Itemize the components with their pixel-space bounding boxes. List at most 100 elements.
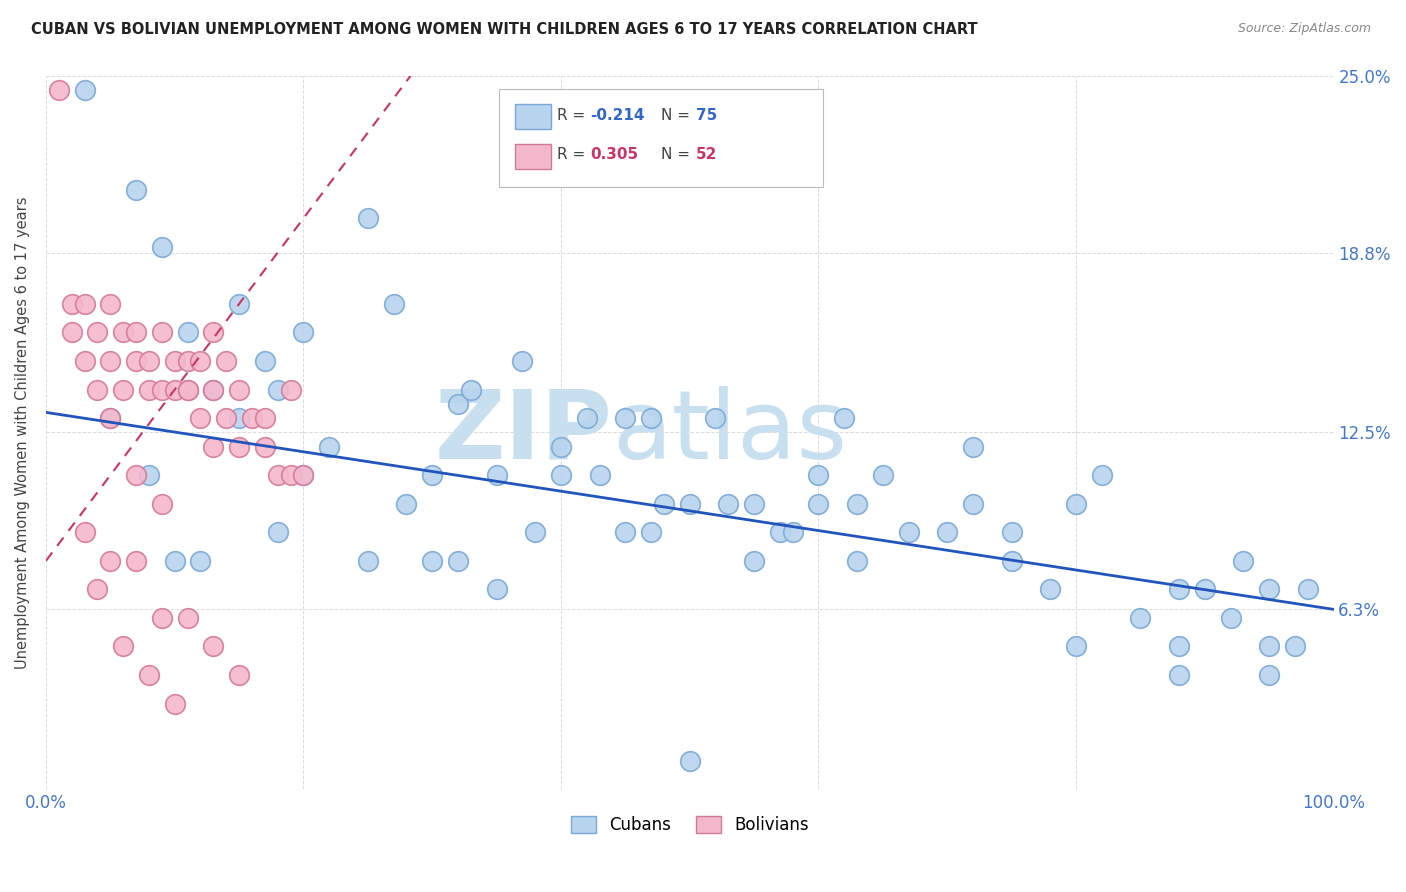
Point (253, 354, 276, 368)
Point (846, 554, 869, 568)
Point (1168, 668, 1191, 682)
Point (176, 611, 198, 625)
Point (1194, 582, 1216, 597)
Point (447, 554, 470, 568)
Point (420, 554, 443, 568)
Point (163, 554, 186, 568)
Point (717, 497, 740, 511)
Point (215, 354, 238, 368)
Point (190, 354, 212, 368)
Point (704, 411, 727, 425)
Point (962, 497, 984, 511)
Point (73, 354, 96, 368)
Point (679, 497, 702, 511)
Point (228, 668, 250, 682)
Point (202, 440, 225, 454)
Point (742, 554, 765, 568)
Point (1168, 582, 1191, 597)
Point (1232, 554, 1254, 568)
Point (60, 297, 83, 311)
Point (1001, 525, 1024, 540)
Point (202, 383, 225, 397)
Point (228, 297, 250, 311)
Point (176, 354, 198, 368)
Point (125, 554, 148, 568)
Point (267, 525, 290, 540)
Text: atlas: atlas (613, 386, 848, 479)
Text: N =: N = (661, 109, 695, 123)
Point (652, 497, 675, 511)
Point (112, 640, 135, 654)
Point (292, 468, 315, 483)
Point (524, 525, 547, 540)
Point (292, 468, 315, 483)
Text: ZIP: ZIP (434, 386, 613, 479)
Point (357, 211, 380, 226)
Text: 75: 75 (696, 109, 717, 123)
Point (253, 411, 276, 425)
Point (150, 497, 173, 511)
Point (550, 440, 572, 454)
Point (228, 440, 250, 454)
Point (138, 468, 160, 483)
Point (1296, 582, 1319, 597)
Point (163, 383, 186, 397)
Point (228, 383, 250, 397)
Point (447, 397, 470, 411)
Point (190, 554, 212, 568)
Point (846, 497, 869, 511)
Point (1064, 497, 1087, 511)
Point (280, 468, 302, 483)
Point (769, 525, 792, 540)
Point (936, 525, 959, 540)
Point (228, 411, 250, 425)
Point (98, 411, 121, 425)
Point (962, 440, 984, 454)
Legend: Cubans, Bolivians: Cubans, Bolivians (571, 816, 808, 834)
Point (575, 411, 598, 425)
Point (240, 411, 263, 425)
Point (267, 468, 290, 483)
Point (176, 383, 198, 397)
Point (897, 525, 920, 540)
Point (550, 468, 572, 483)
Y-axis label: Unemployment Among Women with Children Ages 6 to 17 years: Unemployment Among Women with Children A… (15, 196, 30, 669)
Text: R =: R = (557, 109, 591, 123)
Point (98, 554, 121, 568)
Point (125, 326, 148, 340)
Point (125, 183, 148, 197)
Point (588, 468, 610, 483)
Point (1258, 640, 1281, 654)
Point (807, 468, 830, 483)
Point (1284, 640, 1306, 654)
Point (176, 326, 198, 340)
Point (150, 240, 173, 254)
Point (614, 525, 637, 540)
Point (150, 326, 173, 340)
Point (420, 468, 443, 483)
Point (163, 697, 186, 711)
Text: Source: ZipAtlas.com: Source: ZipAtlas.com (1237, 22, 1371, 36)
Point (98, 411, 121, 425)
Point (460, 383, 482, 397)
Point (1219, 611, 1241, 625)
Point (1091, 468, 1114, 483)
Point (318, 440, 340, 454)
Point (292, 326, 315, 340)
Point (112, 383, 135, 397)
Point (1168, 640, 1191, 654)
Point (125, 354, 148, 368)
Text: -0.214: -0.214 (591, 109, 645, 123)
Point (48, 83, 70, 97)
Text: 0.305: 0.305 (591, 147, 638, 161)
Point (138, 383, 160, 397)
Point (86, 326, 108, 340)
Text: CUBAN VS BOLIVIAN UNEMPLOYMENT AMONG WOMEN WITH CHILDREN AGES 6 TO 17 YEARS CORR: CUBAN VS BOLIVIAN UNEMPLOYMENT AMONG WOM… (31, 22, 977, 37)
Text: N =: N = (661, 147, 695, 161)
Point (485, 468, 508, 483)
Point (807, 497, 830, 511)
Point (163, 354, 186, 368)
Point (98, 297, 121, 311)
Point (176, 383, 198, 397)
Point (215, 411, 238, 425)
